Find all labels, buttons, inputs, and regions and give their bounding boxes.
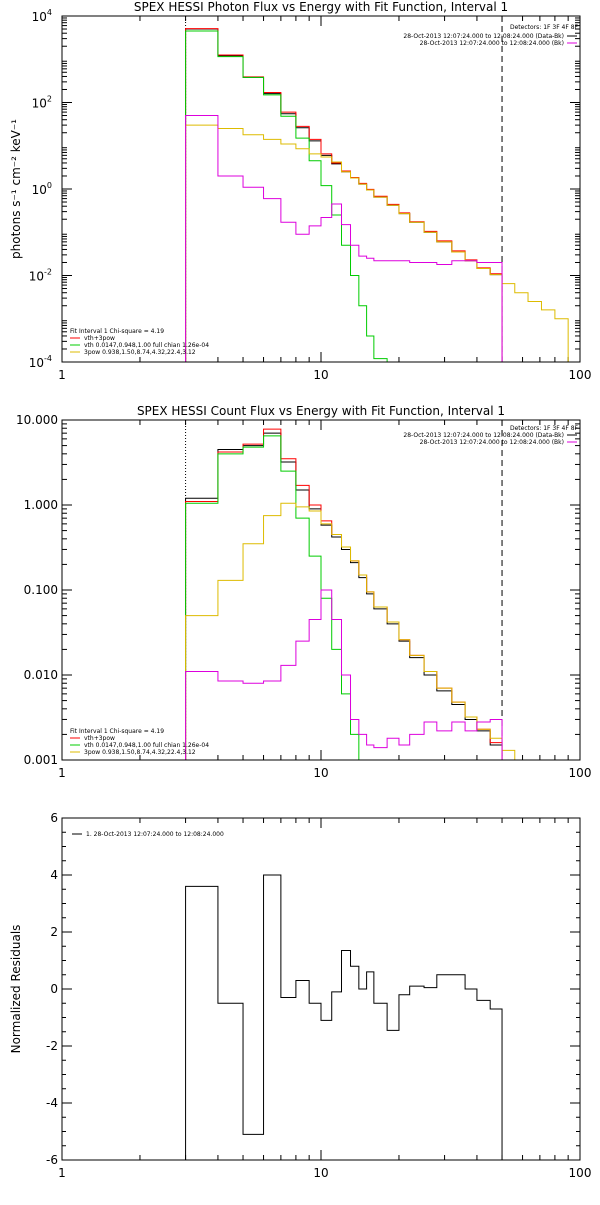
y-tick-label: 2 — [50, 925, 58, 939]
y-tick-exponent: -2 — [44, 268, 52, 277]
y-tick-exponent: 2 — [47, 95, 52, 104]
fit-legend-header: Fit Interval 1 Chi-square = 4.19 — [70, 728, 164, 735]
plot-frame — [61, 419, 581, 761]
legend-entry-label: 1. 28-Oct-2013 12:07:24.000 to 12:08:24.… — [86, 831, 224, 838]
y-tick-label: 10-2 — [29, 268, 52, 284]
chart-panel-1: SPEX HESSI Photon Flux vs Energy with Fi… — [9, 0, 591, 382]
x-tick-label: 100 — [569, 368, 592, 382]
y-tick-label: 102 — [32, 95, 52, 111]
y-tick-label: 0.001 — [24, 753, 58, 767]
legend-entry-label: 28-Oct-2013 12:07:24.000 to 12:08:24.000… — [403, 432, 564, 439]
y-tick-label: 104 — [32, 8, 52, 24]
series-vth-3pow-line — [185, 28, 503, 362]
y-tick-label: 0 — [50, 982, 58, 996]
fit-legend-label: vth 0.0147,0.948,1.00 full chian 1.26e-0… — [84, 342, 209, 349]
y-tick-label: 100 — [32, 181, 52, 197]
x-tick-label: 100 — [569, 1166, 592, 1180]
y-tick-base: 10 — [29, 356, 44, 370]
series-residuals-line — [185, 874, 503, 1160]
y-tick-label: -2 — [46, 1039, 58, 1053]
chart-panel-2: SPEX HESSI Count Flux vs Energy with Fit… — [16, 404, 591, 780]
y-axis-label: photons s⁻¹ cm⁻² keV⁻¹ — [9, 119, 23, 259]
fit-legend-label: 3pow 0.938,1.50,8.74,4.32,22.4,3.12 — [84, 749, 196, 756]
chart-title: SPEX HESSI Count Flux vs Energy with Fit… — [137, 404, 505, 418]
y-tick-base: 10 — [32, 97, 47, 111]
series-vth-3pow-line — [185, 428, 503, 760]
y-tick-exponent: -4 — [44, 354, 52, 363]
legend-detectors: Detectors: 1F 3F 4F 8F — [510, 425, 579, 432]
series-bk-line — [185, 115, 503, 362]
y-axis-label: Normalized Residuals — [9, 925, 23, 1054]
y-tick-label: 6 — [50, 811, 58, 825]
series-vth-line — [185, 435, 374, 761]
series-bk-line — [185, 589, 503, 760]
legend-entry-label: 28-Oct-2013 12:07:24.000 to 12:08:24.000… — [420, 439, 564, 446]
y-tick-label: 10.000 — [16, 413, 58, 427]
series-data-line — [185, 28, 503, 362]
series-3pow-line — [185, 124, 569, 362]
y-tick-label: 10-4 — [29, 354, 52, 370]
plot-frame — [61, 15, 581, 363]
plot-frame — [61, 817, 581, 1161]
x-tick-label: 1 — [58, 368, 66, 382]
legend-entry-label: 28-Oct-2013 12:07:24.000 to 12:08:24.000… — [420, 40, 564, 47]
fit-legend-header: Fit Interval 1 Chi-square = 4.19 — [70, 328, 164, 335]
y-tick-label: 0.100 — [24, 583, 58, 597]
y-tick-label: 4 — [50, 868, 58, 882]
fit-legend-label: 3pow 0.938,1.50,8.74,4.32,22.4,3.12 — [84, 349, 196, 356]
x-tick-label: 1 — [58, 1166, 66, 1180]
chart-panel-3: Normalized Residuals 1 10 100 -6 -4 -2 0 2 4 6 1. 2… — [9, 811, 591, 1180]
series-vth-line — [185, 30, 399, 363]
legend-detectors: Detectors: 1F 3F 4F 8F — [510, 24, 579, 31]
series-data-line — [185, 432, 503, 760]
x-tick-label: 10 — [313, 368, 328, 382]
fit-legend-label: vth 0.0147,0.948,1.00 full chian 1.26e-0… — [84, 742, 209, 749]
x-tick-label: 10 — [313, 1166, 328, 1180]
y-tick-label: -4 — [46, 1096, 58, 1110]
legend-entry-label: 28-Oct-2013 12:07:24.000 to 12:08:24.000… — [403, 33, 564, 40]
chart-title: SPEX HESSI Photon Flux vs Energy with Fi… — [134, 0, 508, 14]
y-tick-exponent: 0 — [47, 181, 52, 190]
y-tick-base: 10 — [29, 270, 44, 284]
y-tick-label: 0.010 — [24, 668, 58, 682]
x-tick-label: 10 — [313, 766, 328, 780]
y-tick-base: 10 — [32, 10, 47, 24]
fit-legend-label: vth+3pow — [84, 335, 115, 342]
fit-legend-label: vth+3pow — [84, 735, 115, 742]
y-tick-base: 10 — [32, 183, 47, 197]
x-tick-label: 100 — [569, 766, 592, 780]
y-tick-label: 1.000 — [24, 498, 58, 512]
y-tick-label: -6 — [46, 1153, 58, 1167]
x-tick-label: 1 — [58, 766, 66, 780]
y-tick-exponent: 4 — [47, 8, 52, 17]
series-3pow-line — [185, 502, 529, 761]
